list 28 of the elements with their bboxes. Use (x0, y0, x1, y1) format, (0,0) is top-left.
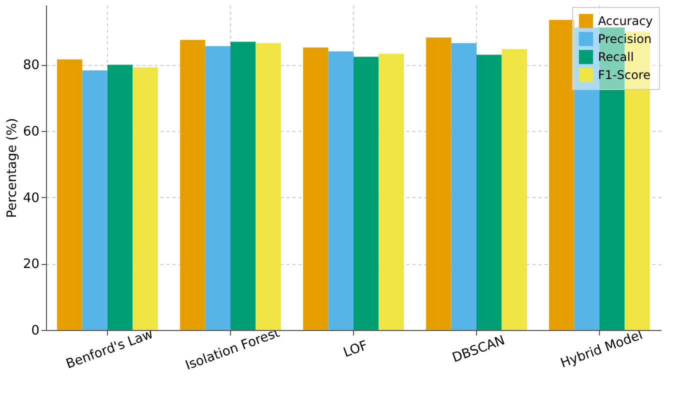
bar (502, 49, 527, 330)
y-axis-title: Percentage (%) (4, 118, 20, 218)
bar (354, 56, 379, 330)
bar (574, 28, 600, 330)
bar (476, 54, 502, 330)
y-tick-label: 40 (22, 190, 40, 206)
bar (57, 59, 82, 330)
bar (426, 38, 452, 330)
y-tick-label: 60 (22, 124, 40, 140)
bar (180, 40, 206, 330)
bar (256, 43, 281, 330)
bar (549, 20, 574, 330)
bar (451, 43, 476, 330)
legend-label: Precision (598, 32, 652, 46)
bar (303, 47, 328, 330)
bar (82, 70, 108, 330)
y-tick-label: 20 (22, 257, 40, 272)
y-tick-label: 0 (31, 324, 40, 338)
bar (132, 67, 158, 330)
bar (230, 42, 256, 330)
legend-label: Accuracy (598, 14, 653, 28)
x-tick-label: LOF (342, 338, 370, 361)
bar (108, 64, 133, 330)
bar (205, 46, 230, 330)
legend-label: F1-Score (598, 68, 650, 82)
bar (378, 54, 404, 330)
y-tick-label: 80 (22, 58, 40, 74)
bar (328, 51, 354, 330)
